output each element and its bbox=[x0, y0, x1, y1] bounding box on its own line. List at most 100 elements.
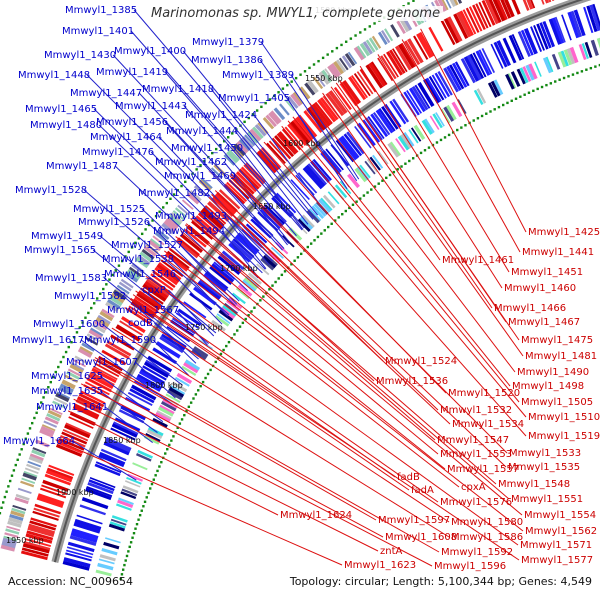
gene-label-forward: Mmwyl1_1635 bbox=[31, 386, 103, 397]
inner-tick-ring bbox=[519, 96, 521, 98]
gene-label-reverse: Mmwyl1_1466 bbox=[494, 303, 566, 314]
outer-tick-ring bbox=[260, 106, 262, 108]
inner-tick-ring bbox=[147, 492, 149, 494]
gene-label-forward: Mmwyl1_1430 bbox=[44, 50, 116, 61]
gene-label-reverse: Mmwyl1_1425 bbox=[528, 227, 600, 238]
outer-tick-ring bbox=[93, 302, 95, 304]
inner-tick-ring bbox=[366, 191, 368, 193]
inner-tick-ring bbox=[420, 152, 422, 154]
inner-tick-ring bbox=[123, 564, 125, 566]
inner-tick-ring bbox=[133, 532, 135, 534]
inner-tick-ring bbox=[594, 65, 596, 67]
outer-tick-ring bbox=[304, 70, 306, 72]
gene-label-reverse: Mmwyl1_1586 bbox=[451, 532, 523, 543]
inner-tick-ring bbox=[192, 397, 194, 399]
inner-tick-ring bbox=[536, 88, 538, 90]
gene-label-forward: Mmwyl1_1465 bbox=[25, 104, 97, 115]
inner-tick-ring bbox=[408, 160, 410, 162]
gene-label-reverse: Mmwyl1_1451 bbox=[511, 267, 583, 278]
outer-tick-ring bbox=[313, 63, 315, 65]
outer-tick-ring bbox=[286, 84, 288, 86]
inner-tick-ring bbox=[262, 295, 264, 297]
gene-label-reverse: Mmwyl1_1623 bbox=[344, 560, 416, 571]
kbp-scale-mark: 1750 kbp bbox=[185, 323, 223, 332]
inner-tick-ring bbox=[202, 381, 204, 383]
outer-tick-ring bbox=[68, 346, 70, 348]
gene-label-forward: Mmwyl1_1385 bbox=[65, 5, 137, 16]
inner-tick-ring bbox=[190, 401, 192, 403]
gene-label-reverse: Mmwyl1_1536 bbox=[376, 376, 448, 387]
inner-tick-ring bbox=[477, 117, 479, 119]
inner-tick-ring bbox=[259, 299, 261, 301]
inner-tick-ring bbox=[136, 523, 138, 525]
gene-label-forward: Mmwyl1_1480 bbox=[30, 120, 102, 131]
gene-label-forward: Mmwyl1_1464 bbox=[90, 132, 162, 143]
gene-label-forward: cpxP bbox=[142, 285, 166, 296]
inner-tick-ring bbox=[424, 149, 426, 151]
gene-label-reverse: Mmwyl1_1533 bbox=[509, 448, 581, 459]
inner-tick-ring bbox=[341, 213, 343, 215]
gene-label-forward: Mmwyl1_1443 bbox=[115, 101, 187, 112]
outer-tick-ring bbox=[60, 361, 62, 363]
topology-text: Topology: circular; Length: 5,100,344 bp… bbox=[290, 575, 592, 588]
gene-label-forward: Mmwyl1_1664 bbox=[3, 436, 75, 447]
gene-label-reverse: Mmwyl1_1551 bbox=[511, 494, 583, 505]
inner-tick-ring bbox=[154, 474, 156, 476]
outer-tick-ring bbox=[317, 60, 319, 62]
inner-tick-ring bbox=[134, 527, 136, 529]
outer-tick-ring bbox=[162, 206, 164, 208]
gene-label-forward: Mmwyl1_1565 bbox=[24, 245, 96, 256]
inner-tick-ring bbox=[236, 329, 238, 331]
gene-label-forward: Mmwyl1_1419 bbox=[96, 67, 168, 78]
outer-tick-ring bbox=[166, 202, 168, 204]
inner-tick-ring bbox=[498, 106, 500, 108]
outer-tick-ring bbox=[27, 432, 29, 434]
accession-text: Accession: NC_009654 bbox=[8, 575, 133, 588]
inner-tick-ring bbox=[125, 559, 127, 561]
kbp-scale-mark: 1850 kbp bbox=[103, 436, 141, 445]
inner-tick-ring bbox=[370, 188, 372, 190]
gene-label-forward: Mmwyl1_1424 bbox=[185, 110, 257, 121]
outer-tick-ring bbox=[102, 288, 104, 290]
gene-label-forward: Mmwyl1_1525 bbox=[73, 204, 145, 215]
inner-tick-ring bbox=[166, 448, 168, 450]
outer-tick-ring bbox=[350, 37, 352, 39]
gene-label-reverse: Mmwyl1_1510 bbox=[528, 412, 600, 423]
inner-tick-ring bbox=[122, 568, 124, 570]
gene-label-reverse: Mmwyl1_1519 bbox=[528, 431, 600, 442]
leader-line-reverse bbox=[125, 308, 449, 522]
inner-tick-ring bbox=[215, 361, 217, 363]
inner-tick-ring bbox=[131, 537, 133, 539]
gene-label-forward: Mmwyl1_1456 bbox=[96, 117, 168, 128]
inner-tick-ring bbox=[352, 204, 354, 206]
inner-tick-ring bbox=[330, 223, 332, 225]
cog-category-inner bbox=[101, 548, 117, 555]
inner-tick-ring bbox=[126, 555, 128, 557]
gene-label-forward: Mmwyl1_1379 bbox=[192, 37, 264, 48]
outer-tick-ring bbox=[9, 480, 11, 482]
gene-label-reverse: Mmwyl1_1467 bbox=[508, 317, 580, 328]
cog-category-inner bbox=[103, 542, 119, 550]
outer-tick-ring bbox=[11, 474, 13, 476]
cog-category-outer bbox=[18, 488, 32, 494]
inner-tick-ring bbox=[550, 82, 552, 84]
inner-tick-ring bbox=[146, 496, 148, 498]
gene-label-reverse: Mmwyl1_1534 bbox=[452, 419, 524, 430]
inner-tick-ring bbox=[473, 119, 475, 121]
inner-tick-ring bbox=[532, 90, 534, 92]
inner-tick-ring bbox=[324, 229, 326, 231]
inner-tick-ring bbox=[278, 277, 280, 279]
outer-tick-ring bbox=[326, 53, 328, 55]
inner-tick-ring bbox=[168, 444, 170, 446]
leader-line-reverse bbox=[282, 126, 526, 417]
outer-tick-ring bbox=[57, 366, 59, 368]
gene-label-reverse: fadA bbox=[411, 485, 434, 496]
leader-line-reverse bbox=[56, 440, 342, 565]
inner-tick-ring bbox=[195, 393, 197, 395]
inner-tick-ring bbox=[228, 341, 230, 343]
outer-tick-ring bbox=[18, 453, 20, 455]
outer-tick-ring bbox=[180, 185, 182, 187]
inner-tick-ring bbox=[320, 232, 322, 234]
inner-tick-ring bbox=[558, 79, 560, 81]
inner-tick-ring bbox=[144, 501, 146, 503]
